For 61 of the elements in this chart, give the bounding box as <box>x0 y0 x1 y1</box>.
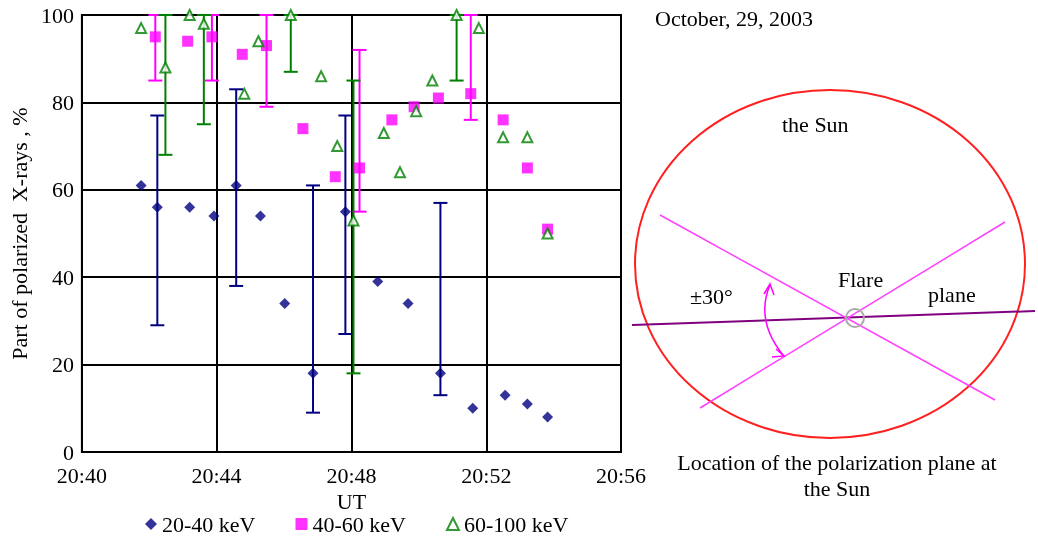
point <box>197 17 210 30</box>
point <box>426 74 439 87</box>
point <box>182 35 194 47</box>
point <box>542 411 554 423</box>
point <box>230 179 242 191</box>
point <box>279 297 291 309</box>
point <box>434 367 446 379</box>
y-tick-label: 0 <box>62 439 74 465</box>
point <box>184 201 196 213</box>
y-tick-label: 80 <box>51 89 74 115</box>
text: the Sun <box>782 112 849 138</box>
point <box>410 105 423 118</box>
point <box>521 162 533 174</box>
point <box>393 166 406 179</box>
x-tick-label: 20:44 <box>191 462 242 488</box>
point <box>497 131 510 144</box>
point <box>432 92 444 104</box>
point <box>499 389 511 401</box>
point <box>315 70 328 83</box>
x-tick-label: 20:48 <box>326 462 377 488</box>
point <box>254 210 266 222</box>
point <box>347 214 360 227</box>
text: Flare <box>838 267 884 293</box>
point <box>252 35 265 48</box>
point <box>135 179 147 191</box>
point <box>521 398 533 410</box>
point <box>402 297 414 309</box>
point <box>354 162 366 174</box>
y-axis-title: Part of polarized X-rays , % <box>6 107 32 360</box>
legend-label: 60-100 keV <box>463 511 569 537</box>
point <box>377 126 390 139</box>
point <box>467 402 479 414</box>
point <box>465 88 477 100</box>
point <box>307 367 319 379</box>
point <box>497 114 509 126</box>
point <box>159 61 172 74</box>
point <box>236 48 248 60</box>
point <box>206 31 218 43</box>
point <box>329 171 341 183</box>
point <box>297 123 309 135</box>
y-tick-label: 20 <box>51 352 74 378</box>
x-tick-label: 20:56 <box>595 462 647 488</box>
point <box>386 114 398 126</box>
y-tick-label: 100 <box>40 2 74 28</box>
point <box>339 206 351 218</box>
y-tick-label: 40 <box>51 264 74 290</box>
text: ±30° <box>690 284 733 310</box>
x-tick-label: 20:52 <box>461 462 512 488</box>
point <box>208 210 220 222</box>
text: plane <box>928 282 976 308</box>
point <box>149 31 161 43</box>
point <box>151 201 163 213</box>
point <box>238 87 251 100</box>
text: October, 29, 2003 <box>655 6 813 32</box>
legend-label: 20-40 keV <box>162 511 256 537</box>
point <box>541 227 554 240</box>
text: Location of the polarization plane at the Sun <box>676 450 998 502</box>
y-tick-label: 60 <box>51 177 74 203</box>
point <box>372 276 384 288</box>
x-tick-label: 20:40 <box>56 462 107 488</box>
point <box>521 131 534 144</box>
